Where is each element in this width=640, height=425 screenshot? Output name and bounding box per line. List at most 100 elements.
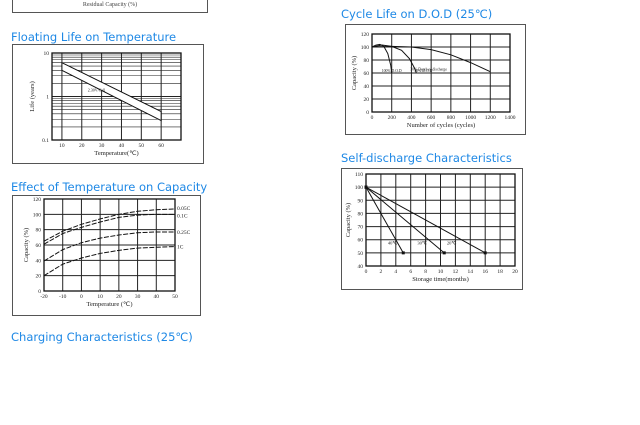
band-annotation: 2.30V/Cell xyxy=(88,88,107,93)
y-tick-label: 1 xyxy=(46,95,49,101)
y-tick-label: 100 xyxy=(355,185,364,191)
plot-frame xyxy=(365,173,516,267)
y-tick-label: 90 xyxy=(358,198,364,204)
series-endpoint xyxy=(442,251,446,255)
x-tick-label: -10 xyxy=(59,294,67,300)
title-temp-capacity: Effect of Temperature on Capacity xyxy=(11,180,208,194)
series-label: 100% D.O.D xyxy=(382,69,402,73)
x-tick-label: 8 xyxy=(424,269,427,275)
series-line-0 xyxy=(43,208,176,242)
x-tick-label: 6 xyxy=(409,269,412,275)
y-axis-label: Capacity (%) xyxy=(351,56,358,90)
x-tick-label: 10 xyxy=(97,294,103,300)
y-tick-label: 10 xyxy=(44,51,50,57)
chart-cycle-life xyxy=(345,24,526,135)
series-label: 30% Depth of discharge xyxy=(410,68,447,72)
plot-frame xyxy=(371,33,511,113)
x-tick-label: 800 xyxy=(447,115,456,121)
x-tick-label: 50 xyxy=(172,294,178,300)
x-tick-label: 600 xyxy=(427,115,436,121)
y-tick-label: 20 xyxy=(364,97,370,103)
y-tick-label: 0 xyxy=(366,110,369,116)
series-endpoint xyxy=(483,251,487,255)
y-tick-label: 120 xyxy=(33,197,42,203)
x-tick-label: -20 xyxy=(40,294,48,300)
series-label: 0.1C xyxy=(177,213,188,219)
y-tick-label: 20 xyxy=(36,274,42,280)
x-tick-label: 10 xyxy=(59,143,65,149)
y-tick-label: 80 xyxy=(36,228,42,234)
x-tick-label: 20 xyxy=(512,269,518,275)
y-tick-label: 40 xyxy=(36,258,42,264)
y-tick-label: 110 xyxy=(355,172,363,178)
y-axis-label: Capacity (%) xyxy=(23,228,30,262)
x-tick-label: 2 xyxy=(380,269,383,275)
y-tick-label: 60 xyxy=(36,243,42,249)
y-tick-label: 100 xyxy=(33,212,42,218)
y-tick-label: 80 xyxy=(358,211,364,217)
y-tick-label: 50 xyxy=(358,251,364,257)
x-tick-label: 400 xyxy=(407,115,416,121)
chart-self-discharge xyxy=(341,168,523,290)
series-label: 0.25C xyxy=(177,230,191,236)
y-tick-label: 40 xyxy=(364,84,370,90)
x-tick-label: 20 xyxy=(79,143,85,149)
series-line-2 xyxy=(43,231,175,262)
title-cycle-life: Cycle Life on D.O.D (25℃) xyxy=(341,7,493,21)
series-line-3 xyxy=(43,246,176,277)
residual-capacity-axis-label: Residual Capacity (%) xyxy=(12,0,208,13)
x-axis-label: Temperature(℃) xyxy=(94,150,138,157)
x-tick-label: 10 xyxy=(438,269,444,275)
series-line-0 xyxy=(365,186,404,254)
x-tick-label: 16 xyxy=(482,269,488,275)
x-axis-label: Storage time(months) xyxy=(412,276,469,283)
x-tick-label: 0 xyxy=(371,115,374,121)
x-tick-label: 0 xyxy=(80,294,83,300)
x-tick-label: 50 xyxy=(139,143,145,149)
x-tick-label: 40 xyxy=(154,294,160,300)
y-tick-label: 120 xyxy=(361,32,370,38)
series-endpoint xyxy=(401,251,405,255)
y-axis-label: Capacity (%) xyxy=(345,203,352,237)
series-label: 20℃ xyxy=(447,240,458,245)
series-startpoint xyxy=(364,185,368,189)
x-axis-label: Number of cycles (cycles) xyxy=(407,122,475,129)
x-tick-label: 12 xyxy=(453,269,459,275)
x-tick-label: 30 xyxy=(99,143,105,149)
series-line-1 xyxy=(43,213,175,245)
series-label: 40℃ xyxy=(388,240,399,245)
y-tick-label: 40 xyxy=(358,264,364,270)
x-tick-label: 4 xyxy=(394,269,397,275)
x-tick-label: 200 xyxy=(388,115,397,121)
series-label: 30℃ xyxy=(417,240,428,245)
x-tick-label: 14 xyxy=(468,269,474,275)
title-self-discharge: Self-discharge Characteristics xyxy=(341,151,512,165)
y-tick-label: 70 xyxy=(358,225,364,231)
y-tick-label: 60 xyxy=(358,238,364,244)
x-tick-label: 20 xyxy=(116,294,122,300)
y-axis-label: Life (years) xyxy=(29,81,36,112)
title-floating-life: Floating Life on Temperature xyxy=(11,30,177,44)
plot-frame xyxy=(51,52,182,141)
series-label: 50% D.O.D xyxy=(414,69,432,73)
title-charging: Charging Characteristics (25℃) xyxy=(11,330,193,344)
x-tick-label: 1200 xyxy=(485,115,496,121)
x-axis-label: Temperature (℃) xyxy=(86,301,132,308)
plot-frame xyxy=(43,198,176,292)
series-label: 1C xyxy=(177,245,184,251)
x-tick-label: 1000 xyxy=(465,115,476,121)
x-tick-label: 18 xyxy=(497,269,503,275)
y-tick-label: 80 xyxy=(364,58,370,64)
chart-floating-life xyxy=(12,44,204,164)
series-line-1 xyxy=(365,186,445,254)
x-tick-label: 60 xyxy=(158,143,164,149)
life-band xyxy=(61,61,162,122)
x-tick-label: 0 xyxy=(365,269,368,275)
x-tick-label: 1400 xyxy=(505,115,516,121)
series-label: 0.05C xyxy=(177,206,191,212)
y-tick-label: 60 xyxy=(364,71,370,77)
series-line-2 xyxy=(365,186,486,254)
y-tick-label: 0.1 xyxy=(42,138,49,144)
series-line-1 xyxy=(371,44,417,74)
